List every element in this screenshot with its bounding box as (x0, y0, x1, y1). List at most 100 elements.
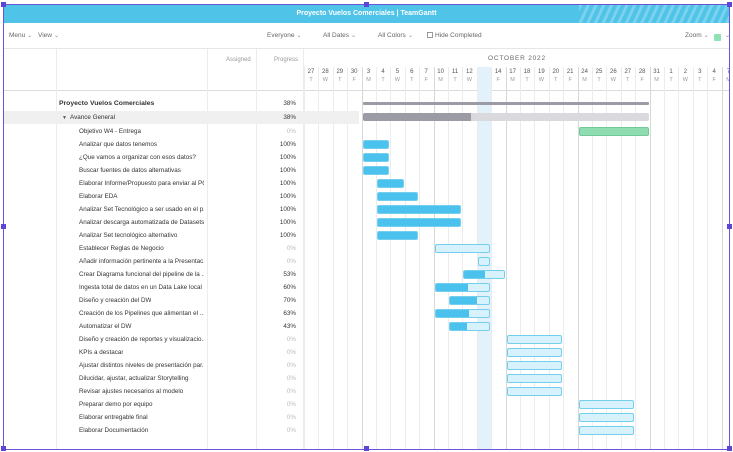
selection-handle[interactable] (1, 446, 6, 451)
task-bar[interactable] (506, 374, 563, 383)
task-row[interactable]: Diseño y creación del DW 70% (4, 294, 359, 307)
task-name[interactable]: Analizar que datos tenemos (79, 141, 158, 148)
task-bar[interactable] (362, 140, 390, 149)
project-summary-bar[interactable] (362, 102, 649, 105)
task-row[interactable]: Proyecto Vuelos Comerciales 38% (4, 97, 359, 110)
task-row[interactable]: Creación de los Pipelines que alimentan … (4, 307, 359, 320)
color-chevron-down-icon[interactable]: ⌄ (725, 33, 730, 39)
selection-handle[interactable] (364, 446, 369, 451)
task-name[interactable]: Dilucidar, ajustar, actualizar Storytell… (79, 375, 189, 382)
selection-handle[interactable] (1, 224, 6, 229)
task-name[interactable]: Añadir información pertinente a la Prese… (79, 258, 204, 265)
task-bar[interactable] (578, 413, 635, 422)
task-bar[interactable] (506, 348, 563, 357)
task-bar[interactable] (377, 192, 419, 201)
task-row[interactable]: Revisar ajustes necesarios al modelo 0% (4, 385, 359, 398)
task-bar[interactable] (578, 400, 635, 409)
assigned-column-header[interactable]: Assigned (226, 57, 251, 63)
task-name[interactable]: Creación de los Pipelines que alimentan … (79, 310, 204, 317)
task-row[interactable]: Establecer Reglas de Negocio 0% (4, 242, 359, 255)
task-bar[interactable] (434, 309, 491, 318)
task-row[interactable]: Elaborar entregable final 0% (4, 411, 359, 424)
task-name[interactable]: Elaborar Informe/Propuesto para enviar a… (79, 180, 204, 187)
task-row[interactable]: Crear Diagrama funcional del pipeline de… (4, 268, 359, 281)
task-bar[interactable] (449, 296, 491, 305)
task-name[interactable]: Proyecto Vuelos Comerciales (59, 100, 155, 107)
task-row[interactable]: Buscar fuentes de datos alternativas 100% (4, 164, 359, 177)
task-row[interactable]: Ingesta total de datos en un Data Lake l… (4, 281, 359, 294)
task-row[interactable]: Analizar Set Tecnológico a ser usado en … (4, 203, 359, 216)
task-row[interactable]: Elaborar Informe/Propuesto para enviar a… (4, 177, 359, 190)
task-name[interactable]: Elaborar entregable final (79, 414, 148, 421)
task-row[interactable]: ¿Que vamos a organizar con esos datos? 10… (4, 151, 359, 164)
selection-handle[interactable] (727, 224, 732, 229)
selection-handle[interactable] (727, 2, 732, 7)
task-name[interactable]: Preparar demo por equipo (79, 401, 153, 408)
group-row[interactable]: ▼ Avance General 38% (4, 111, 359, 124)
task-name[interactable]: Elaborar Documentación (79, 427, 149, 434)
color-swatch[interactable] (714, 34, 721, 41)
task-name[interactable]: Analizar descarga automatizada de Datase… (79, 219, 204, 226)
task-row[interactable]: Diseño y creación de reportes y visualiz… (4, 333, 359, 346)
task-row[interactable]: KPIs a destacar 0% (4, 346, 359, 359)
task-name[interactable]: Diseño y creación de reportes y visualiz… (79, 336, 204, 343)
task-row[interactable]: Analizar que datos tenemos 100% (4, 138, 359, 151)
task-bar[interactable] (449, 322, 491, 331)
task-bar[interactable] (578, 127, 649, 136)
task-name[interactable]: Objetivo W4 - Entrega (79, 128, 141, 135)
hide-completed-toggle[interactable]: Hide Completed (427, 32, 482, 39)
task-bar[interactable] (477, 257, 491, 266)
task-bar[interactable] (463, 270, 505, 279)
day-number: 1 (669, 69, 673, 75)
task-row[interactable]: Objetivo W4 - Entrega 0% (4, 125, 359, 138)
selection-handle[interactable] (364, 2, 369, 7)
task-bar[interactable] (506, 361, 563, 370)
task-row[interactable]: Analizar descarga automatizada de Datase… (4, 216, 359, 229)
task-row[interactable]: Elaborar Documentación 0% (4, 424, 359, 437)
task-row[interactable]: Dilucidar, ajustar, actualizar Storytell… (4, 372, 359, 385)
task-name[interactable]: Revisar ajustes necesarios al modelo (79, 388, 184, 395)
everyone-filter[interactable]: Everyone ⌄ (267, 32, 302, 39)
task-name[interactable]: Avance General (70, 114, 116, 121)
all-colors-filter[interactable]: All Colors ⌄ (378, 32, 413, 39)
task-name[interactable]: Diseño y creación del DW (79, 297, 152, 304)
task-bar[interactable] (377, 231, 419, 240)
task-row[interactable]: Automatizar el DW 43% (4, 320, 359, 333)
task-bar[interactable] (362, 153, 390, 162)
selection-handle[interactable] (727, 446, 732, 451)
task-name[interactable]: Analizar Set Tecnológico a ser usado en … (79, 206, 204, 213)
task-bar[interactable] (377, 179, 404, 188)
task-row[interactable]: Preparar demo por equipo 0% (4, 398, 359, 411)
task-name[interactable]: Buscar fuentes de datos alternativas (79, 167, 181, 174)
task-row[interactable]: Ajustar distintos niveles de presentació… (4, 359, 359, 372)
task-row[interactable]: Añadir información pertinente a la Prese… (4, 255, 359, 268)
collapse-caret-icon[interactable]: ▼ (62, 115, 67, 121)
progress-column-header[interactable]: Progress (274, 57, 299, 63)
task-row[interactable]: Elaborar EDA 100% (4, 190, 359, 203)
menu-dropdown[interactable]: Menu ⌄ (9, 32, 32, 39)
view-dropdown[interactable]: View ⌄ (38, 32, 59, 39)
task-name[interactable]: KPIs a destacar (79, 349, 124, 356)
group-summary-bar[interactable] (362, 113, 649, 121)
task-bar[interactable] (506, 387, 563, 396)
zoom-dropdown[interactable]: Zoom ⌄ (685, 32, 709, 39)
task-name[interactable]: Analizar Set tecnológico alternativo (79, 232, 178, 239)
task-name[interactable]: Ajustar distintos niveles de presentació… (79, 362, 204, 369)
selection-handle[interactable] (1, 2, 6, 7)
task-bar[interactable] (578, 426, 635, 435)
task-row[interactable]: Analizar Set tecnológico alternativo 100% (4, 229, 359, 242)
task-name[interactable]: Establecer Reglas de Negocio (79, 245, 164, 252)
hide-completed-checkbox[interactable] (427, 32, 433, 38)
task-bar[interactable] (362, 166, 390, 175)
task-bar[interactable] (377, 218, 462, 227)
task-bar[interactable] (434, 283, 491, 292)
task-bar[interactable] (506, 335, 563, 344)
task-name[interactable]: Automatizar el DW (79, 323, 132, 330)
task-name[interactable]: Elaborar EDA (79, 193, 118, 200)
task-name[interactable]: ¿Que vamos a organizar con esos datos? (79, 154, 196, 161)
task-name[interactable]: Ingesta total de datos en un Data Lake l… (79, 284, 202, 291)
task-bar[interactable] (434, 244, 491, 253)
task-bar[interactable] (377, 205, 462, 214)
all-dates-filter[interactable]: All Dates ⌄ (323, 32, 356, 39)
task-name[interactable]: Crear Diagrama funcional del pipeline de… (79, 271, 204, 278)
